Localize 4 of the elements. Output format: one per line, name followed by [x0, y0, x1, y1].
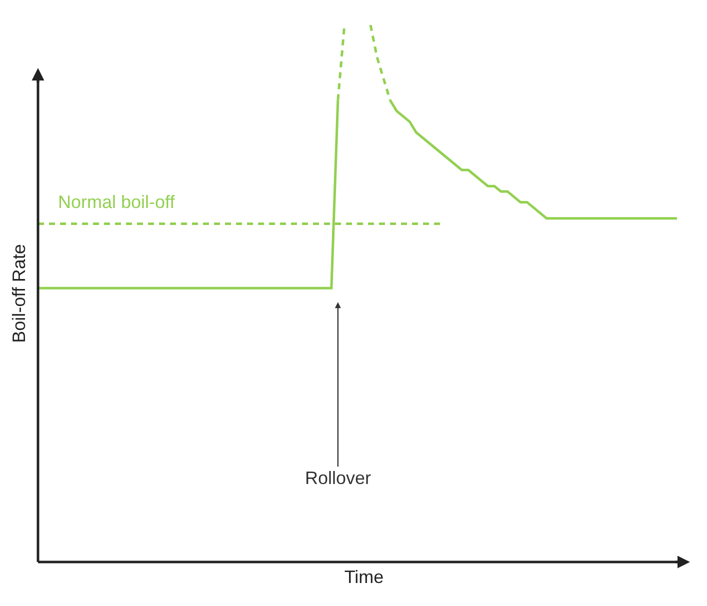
x-axis-title: Time: [344, 567, 384, 588]
series-label: Normal boil-off: [58, 192, 176, 212]
annotation: Rollover: [305, 468, 372, 488]
y-axis-title: Boil-off Rate: [9, 244, 30, 343]
